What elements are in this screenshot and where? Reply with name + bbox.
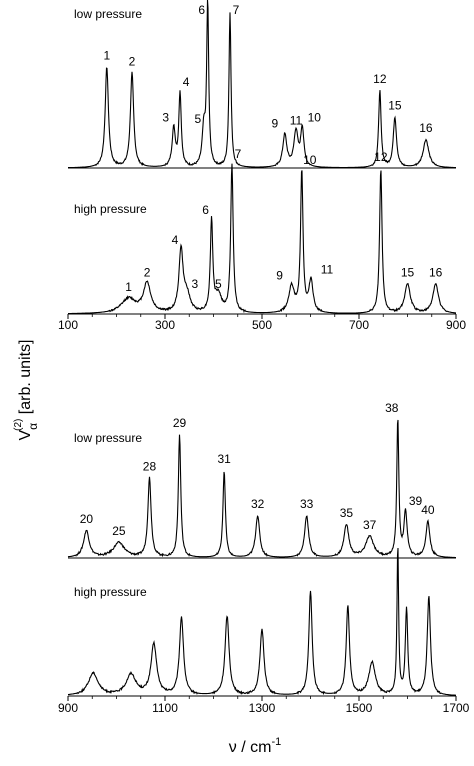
peak-label: 6 <box>198 3 205 17</box>
peak-label: 16 <box>429 265 443 279</box>
peak-label: 4 <box>172 233 179 247</box>
peak-label: 11 <box>290 113 303 127</box>
panel-label: high pressure <box>74 202 147 216</box>
peak-label: 20 <box>80 512 94 526</box>
peak-label: 4 <box>183 75 190 89</box>
peak-label: 1 <box>103 48 110 62</box>
x-tick-label: 100 <box>58 318 78 332</box>
x-tick-label: 1700 <box>443 701 470 715</box>
peak-label: 3 <box>162 111 169 125</box>
spectrum-line <box>68 0 456 169</box>
x-tick-label: 700 <box>349 318 369 332</box>
peak-label: 40 <box>421 503 435 517</box>
peak-label: 25 <box>112 524 126 538</box>
peak-label: 10 <box>303 153 317 167</box>
peak-label: 33 <box>300 497 314 511</box>
peak-label: 7 <box>233 3 240 17</box>
peak-label: 6 <box>202 203 209 217</box>
x-tick-label: 900 <box>446 318 466 332</box>
peak-label: 12 <box>374 150 388 164</box>
peak-label: 15 <box>401 265 415 279</box>
peak-label: 12 <box>373 72 387 86</box>
peak-label: 38 <box>385 401 399 415</box>
peak-label: 31 <box>217 452 231 466</box>
x-axis-label: ν / cm-1 <box>229 736 281 756</box>
peak-label: 9 <box>271 116 278 130</box>
peak-label: 29 <box>173 416 187 430</box>
spectrum-line <box>67 419 456 559</box>
peak-label: 10 <box>308 111 322 125</box>
peak-label: 5 <box>194 112 201 126</box>
peak-label: 32 <box>251 497 265 511</box>
panel-label: low pressure <box>74 7 142 21</box>
x-tick-label: 1100 <box>152 701 178 715</box>
x-axis: 900 1100 1300 1500 1700 <box>58 696 470 715</box>
x-tick-label: 300 <box>155 318 175 332</box>
peak-label: 35 <box>340 506 354 520</box>
peak-label: 2 <box>129 54 136 68</box>
peak-label: 16 <box>419 121 433 135</box>
x-axis: 100 300 500 700 900 <box>58 314 466 332</box>
peak-label: 15 <box>388 99 402 113</box>
peak-label: 3 <box>191 277 198 291</box>
panel-label: high pressure <box>74 585 147 599</box>
peak-label: 37 <box>363 518 377 532</box>
panel-label: low pressure <box>74 431 142 445</box>
peak-label: 1 <box>125 280 132 294</box>
x-tick-label: 1300 <box>249 701 276 715</box>
peak-label: 7 <box>235 147 242 161</box>
spectrum-line <box>68 163 456 315</box>
x-tick-label: 900 <box>58 701 78 715</box>
x-tick-label: 1500 <box>346 701 373 715</box>
panel-high-pressure: high pressure <box>68 547 456 697</box>
y-axis-label: Vα(2) [arb. units] <box>13 340 40 441</box>
spectrum-line <box>68 547 456 696</box>
peak-label: 2 <box>144 265 151 279</box>
peak-label: 5 <box>215 277 222 291</box>
peak-label: 39 <box>409 494 423 508</box>
peak-label: 9 <box>276 268 283 282</box>
x-tick-label: 500 <box>252 318 272 332</box>
peak-label: 11 <box>321 262 334 276</box>
peak-label: 28 <box>143 460 157 474</box>
